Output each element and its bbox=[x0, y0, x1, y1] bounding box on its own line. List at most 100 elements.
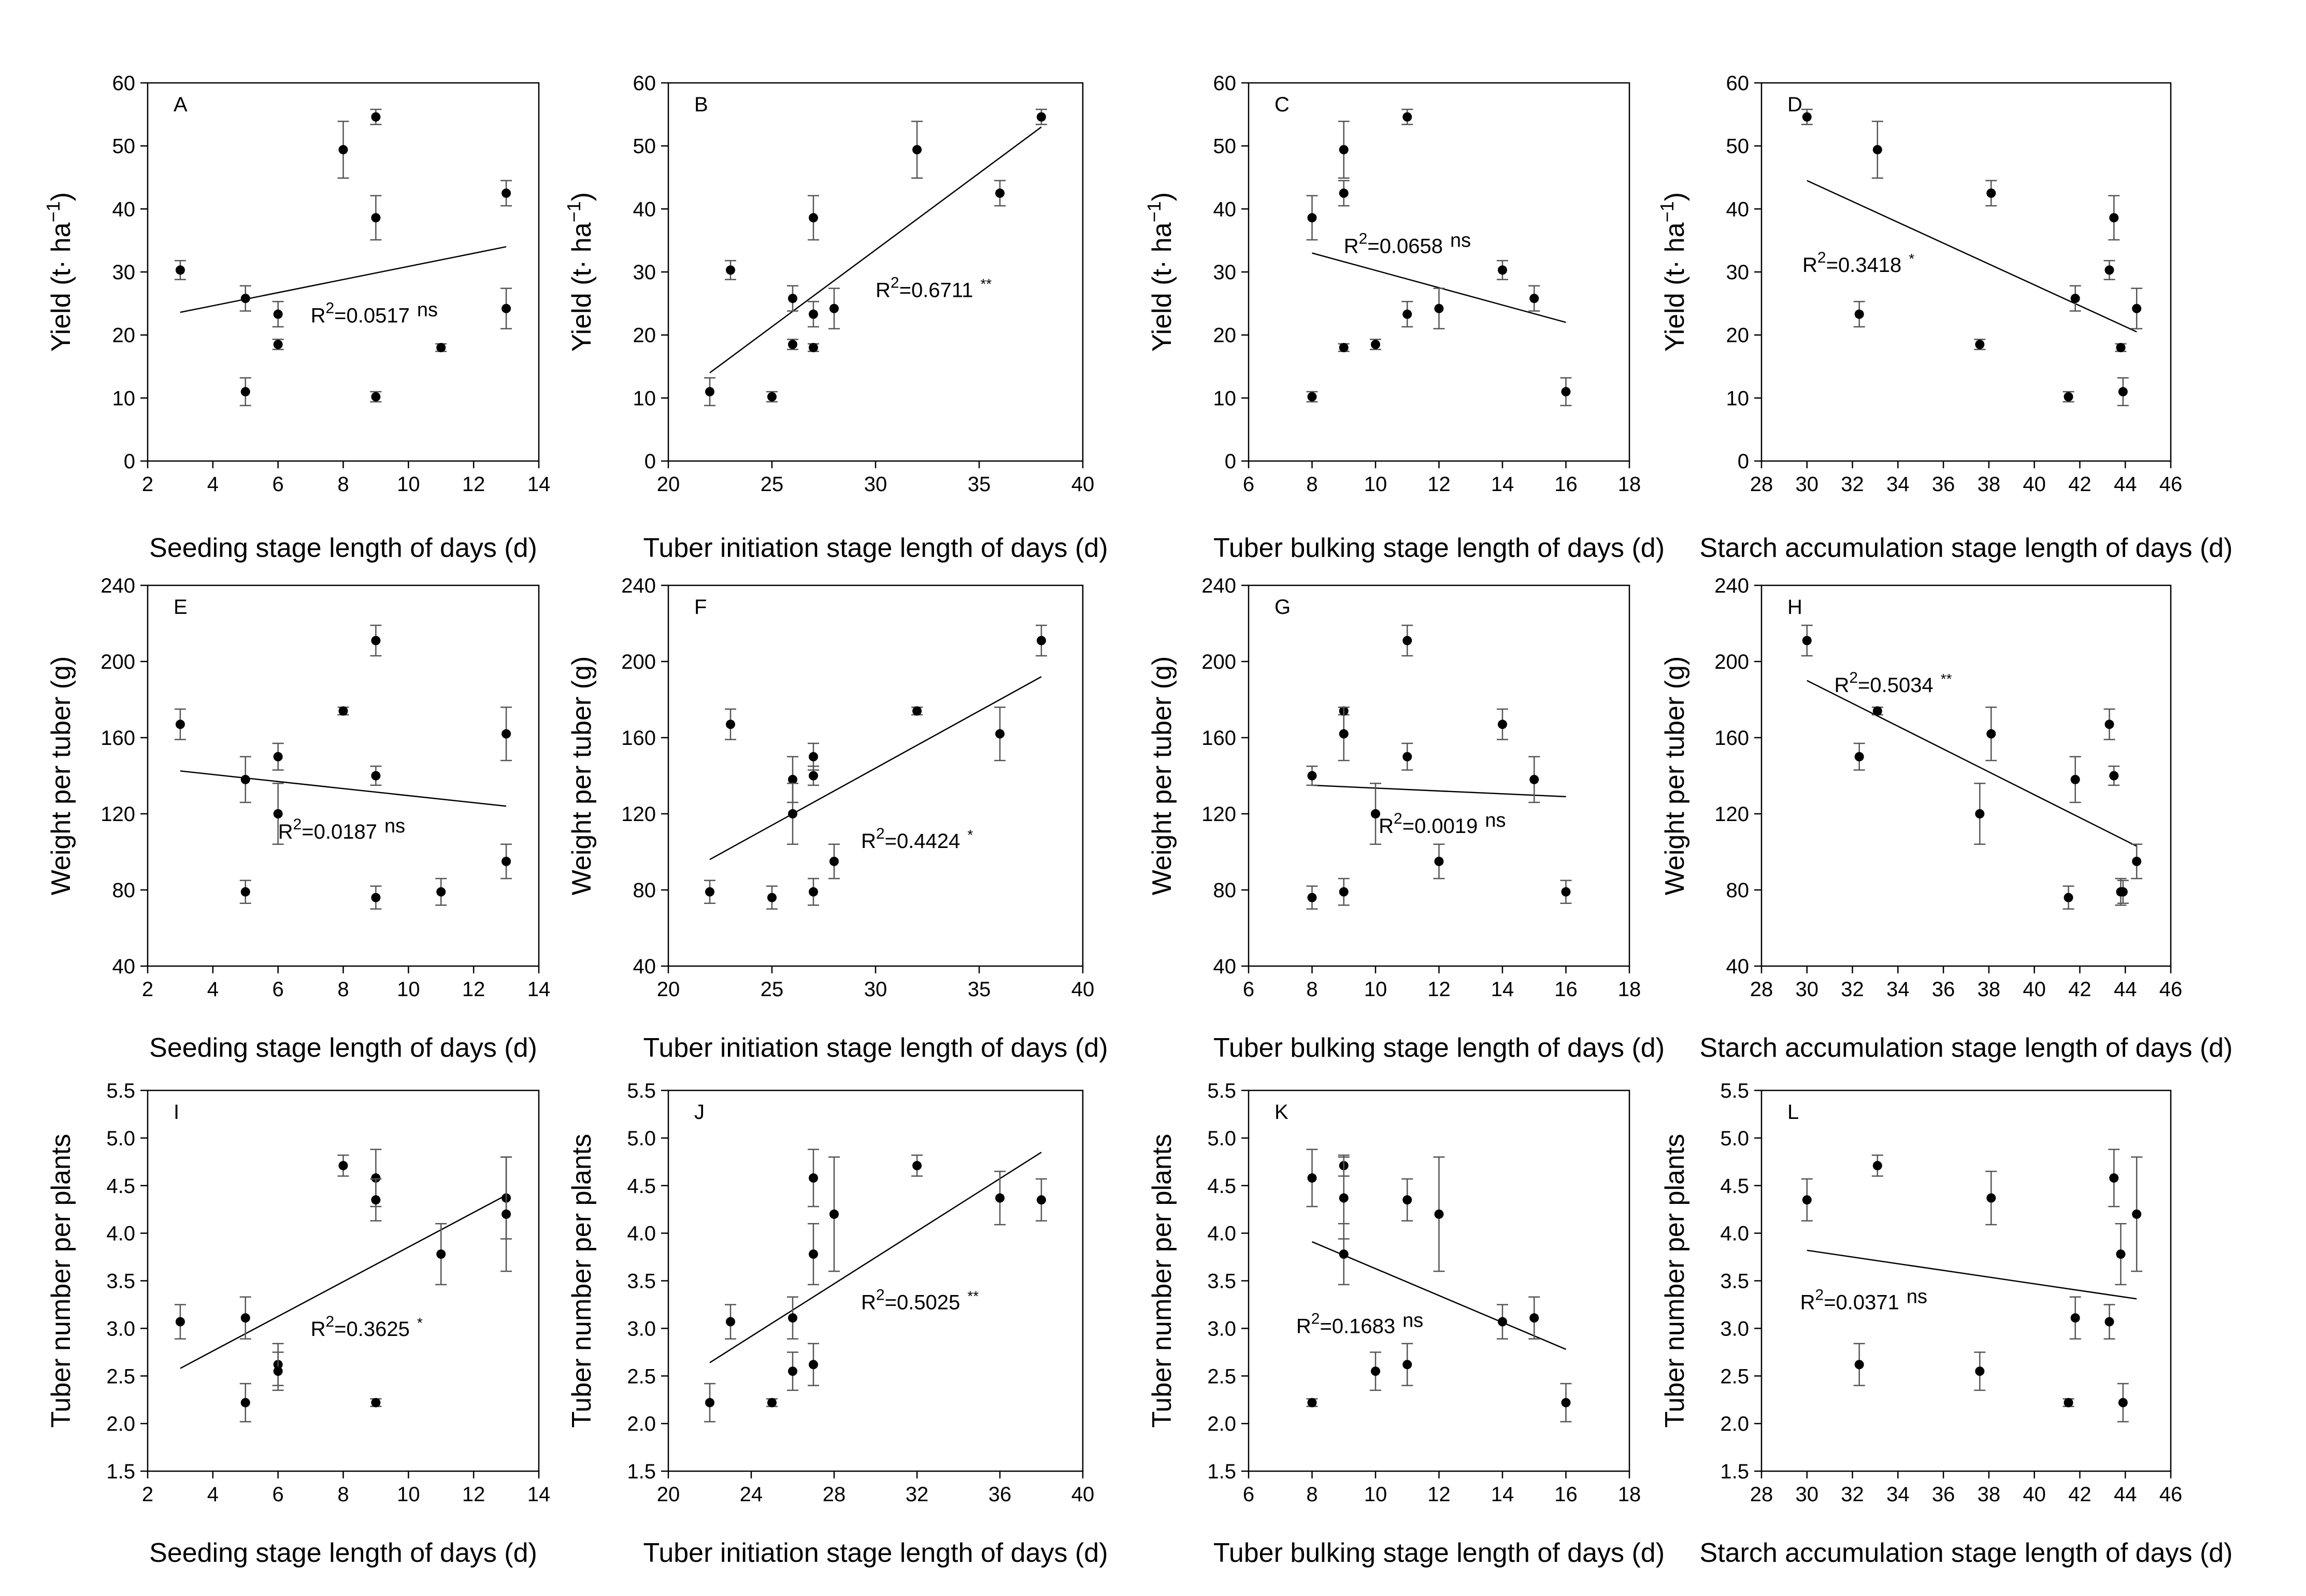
r-squared-superscript: 2 bbox=[1359, 231, 1368, 248]
y-tick-label: 80 bbox=[633, 879, 656, 902]
y-tick-label: 2.5 bbox=[1720, 1365, 1749, 1388]
r-squared-value: =0.5025 bbox=[885, 1291, 961, 1314]
data-point bbox=[995, 1193, 1005, 1203]
data-point bbox=[1986, 729, 1996, 739]
regression-line bbox=[1312, 1241, 1566, 1350]
y-axis-label-close: ) bbox=[567, 192, 597, 201]
data-point bbox=[2132, 856, 2142, 866]
y-tick-label: 5.0 bbox=[106, 1127, 135, 1150]
data-point bbox=[240, 1398, 250, 1407]
r-squared-label: R2=0.4424 * bbox=[861, 825, 973, 853]
data-point bbox=[705, 387, 714, 397]
data-point bbox=[1434, 304, 1444, 313]
y-tick-label: 3.5 bbox=[1207, 1270, 1236, 1293]
data-point bbox=[371, 636, 381, 645]
y-tick-label: 10 bbox=[1213, 387, 1237, 410]
r-squared-main: R bbox=[1834, 674, 1849, 697]
data-point bbox=[788, 294, 797, 304]
data-point bbox=[995, 729, 1005, 739]
data-point bbox=[2132, 304, 2142, 313]
y-tick-label: 0 bbox=[1738, 450, 1749, 473]
data-point bbox=[2118, 1398, 2128, 1407]
r-squared-label: R2=0.6711 ** bbox=[876, 275, 992, 302]
y-tick-label: 80 bbox=[1213, 879, 1237, 902]
significance-label: ns bbox=[1450, 230, 1471, 252]
panel-A: 2 4 6 8 10 12 14 0 10 20 30 40 50 60 Seeding stage len… bbox=[42, 72, 550, 563]
data-point bbox=[1339, 1249, 1349, 1259]
data-point bbox=[726, 265, 735, 275]
y-tick-label: 20 bbox=[633, 324, 656, 347]
data-point bbox=[273, 1367, 283, 1376]
data-point bbox=[1307, 1398, 1317, 1407]
data-point bbox=[175, 1317, 185, 1327]
data-point bbox=[1402, 752, 1412, 761]
data-point bbox=[1498, 720, 1507, 729]
panel-F: 20 25 30 35 40 40 80 120 160 200 240 Tuber initiati… bbox=[567, 574, 1108, 1063]
y-axis-label-main: Yield (t bbox=[46, 268, 76, 351]
data-point bbox=[1975, 1367, 1985, 1376]
x-tick-label: 40 bbox=[2023, 1483, 2046, 1506]
y-tick-label: 10 bbox=[633, 387, 656, 410]
x-tick-label: 6 bbox=[273, 473, 284, 496]
y-tick-label: 200 bbox=[101, 651, 135, 673]
data-point bbox=[2118, 387, 2128, 397]
data-point bbox=[371, 893, 381, 902]
x-tick-label: 8 bbox=[1306, 473, 1317, 496]
y-tick-label: 60 bbox=[633, 72, 656, 95]
data-point bbox=[1854, 752, 1864, 761]
y-axis-label: Yield (t· ha−1) bbox=[42, 192, 76, 352]
r-squared-main: R bbox=[311, 304, 326, 327]
data-point bbox=[502, 188, 511, 198]
y-tick-label: 1.5 bbox=[1720, 1460, 1749, 1483]
data-point bbox=[240, 294, 250, 304]
data-point bbox=[1037, 112, 1046, 122]
y-tick-label: 50 bbox=[633, 135, 656, 158]
r-squared-superscript: 2 bbox=[1815, 1287, 1824, 1304]
r-squared-label: R2=0.0371 ns bbox=[1800, 1286, 1927, 1314]
r-squared-value: =0.6711 bbox=[899, 279, 973, 302]
y-tick-label: 3.5 bbox=[1720, 1270, 1749, 1293]
data-point bbox=[809, 343, 818, 352]
data-point bbox=[788, 774, 797, 784]
r-squared-value: =0.4424 bbox=[885, 830, 961, 853]
x-axis-label: Tuber bulking stage length of days (d) bbox=[1213, 1538, 1665, 1568]
y-tick-label: 40 bbox=[1726, 198, 1750, 221]
x-tick-label: 20 bbox=[657, 1483, 680, 1506]
x-tick-label: 4 bbox=[207, 473, 219, 496]
x-tick-label: 40 bbox=[2023, 473, 2046, 496]
data-point bbox=[502, 1209, 511, 1219]
y-tick-label: 30 bbox=[1726, 261, 1750, 284]
y-tick-label: 5.0 bbox=[1720, 1127, 1749, 1150]
y-tick-label: 1.5 bbox=[627, 1460, 656, 1483]
data-point bbox=[1986, 1193, 1996, 1203]
y-tick-label: 0 bbox=[1225, 450, 1236, 473]
x-tick-label: 6 bbox=[1243, 978, 1254, 1001]
y-tick-label: 50 bbox=[1726, 135, 1750, 158]
r-squared-main: R bbox=[1344, 235, 1359, 258]
data-point bbox=[240, 1313, 250, 1323]
y-tick-label: 240 bbox=[621, 574, 656, 597]
y-tick-label: 3.5 bbox=[106, 1270, 135, 1293]
r-squared-superscript: 2 bbox=[293, 816, 302, 833]
x-tick-label: 16 bbox=[1554, 1483, 1578, 1506]
data-point bbox=[371, 112, 381, 122]
x-tick-label: 34 bbox=[1886, 473, 1910, 496]
data-point bbox=[502, 304, 511, 313]
r-squared-main: R bbox=[861, 830, 876, 853]
x-tick-label: 34 bbox=[1886, 1483, 1910, 1506]
y-tick-label: 10 bbox=[1726, 387, 1750, 410]
x-tick-label: 6 bbox=[273, 1483, 284, 1506]
y-tick-label: 80 bbox=[1726, 879, 1750, 902]
y-tick-label: 0 bbox=[124, 450, 135, 473]
y-tick-label: 4.5 bbox=[627, 1175, 656, 1198]
data-point bbox=[788, 1313, 797, 1323]
r-squared-value: =0.1683 bbox=[1320, 1315, 1395, 1338]
regression-line bbox=[1807, 1249, 2137, 1300]
data-point bbox=[1402, 1360, 1412, 1370]
x-tick-label: 44 bbox=[2114, 1483, 2137, 1506]
y-axis-label-close: ) bbox=[1660, 192, 1690, 201]
data-point bbox=[1339, 343, 1349, 352]
data-point bbox=[1402, 112, 1412, 122]
y-tick-label: 160 bbox=[101, 727, 135, 750]
x-axis-label: Tuber initiation stage length of days (d… bbox=[643, 1538, 1108, 1568]
